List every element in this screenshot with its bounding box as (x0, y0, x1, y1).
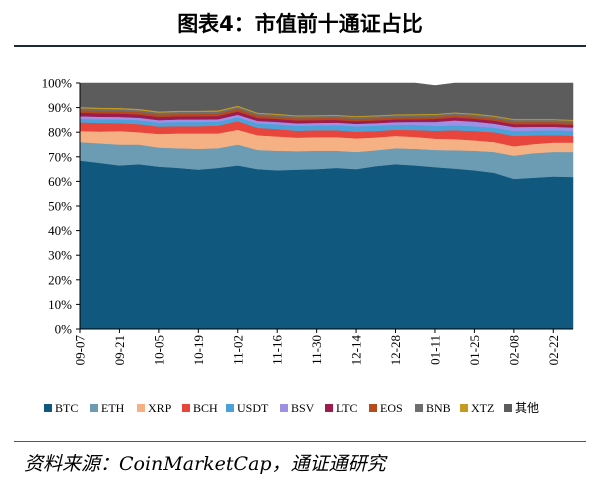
x-tick-label: 12-28 (388, 335, 403, 365)
y-tick-label: 100% (42, 76, 73, 91)
legend-item-xtz: XTZ (460, 401, 494, 415)
legend-swatch (182, 404, 190, 412)
legend-label: BSV (291, 401, 315, 415)
legend-swatch (415, 404, 423, 412)
legend-label: BTC (55, 401, 78, 415)
y-tick-label: 30% (48, 248, 72, 263)
x-tick-label: 10-19 (191, 335, 206, 365)
x-tick-label: 02-08 (506, 335, 521, 365)
x-tick-label: 11-30 (309, 335, 324, 365)
legend-swatch (90, 404, 98, 412)
legend-item-btc: BTC (44, 401, 78, 415)
stacked-area-chart: 0% 10% 20% 30% 40% 50% 60% 70% 80% 90% 100% 09-07 09… (42, 76, 574, 415)
legend-swatch (325, 404, 333, 412)
legend-item-ltc: LTC (325, 401, 358, 415)
x-tick-label: 12-14 (349, 335, 364, 366)
area-layers (79, 82, 574, 330)
legend-item-bsv: BSV (280, 401, 315, 415)
x-tick-label: 01-25 (467, 335, 482, 365)
legend-item-eth: ETH (90, 401, 125, 415)
chart-legend: BTC ETH XRP BCH USDT BSV LTC EOS BNB XTZ 其他 (44, 401, 539, 415)
y-tick-label: 70% (48, 149, 72, 164)
y-tick-label: 0% (55, 322, 73, 337)
legend-label: BNB (426, 401, 451, 415)
legend-item-usdt: USDT (226, 401, 269, 415)
source-note: 资料来源：CoinMarketCap，通证通研究 (24, 453, 386, 475)
legend-swatch (137, 404, 145, 412)
legend-label: USDT (237, 401, 269, 415)
y-tick-label: 20% (48, 272, 72, 287)
legend-item-bnb: BNB (415, 401, 451, 415)
legend-item-eos: EOS (369, 401, 403, 415)
x-tick-label: 09-21 (112, 335, 127, 365)
legend-swatch (504, 404, 512, 412)
y-tick-label: 60% (48, 174, 72, 189)
legend-label: XRP (148, 401, 172, 415)
legend-swatch (369, 404, 377, 412)
legend-swatch (44, 404, 52, 412)
legend-label: BCH (193, 401, 218, 415)
title-rule (14, 45, 586, 47)
legend-swatch (460, 404, 468, 412)
legend-label: EOS (380, 401, 403, 415)
legend-label: 其他 (515, 401, 539, 415)
legend-label: XTZ (471, 401, 494, 415)
x-tick-label: 11-16 (270, 335, 285, 365)
y-tick-label: 80% (48, 125, 72, 140)
x-tick-label: 09-07 (73, 335, 88, 366)
chart-title: 图表4：市值前十通证占比 (177, 12, 423, 36)
chart-axes: 0% 10% 20% 30% 40% 50% 60% 70% 80% 90% 100% 09-07 09… (42, 76, 573, 366)
legend-label: ETH (101, 401, 125, 415)
x-tick-label: 01-11 (427, 335, 442, 365)
legend-swatch (226, 404, 234, 412)
y-tick-label: 90% (48, 100, 72, 115)
legend-label: LTC (336, 401, 358, 415)
legend-item-other: 其他 (504, 401, 539, 415)
x-tick-label: 11-02 (230, 335, 245, 365)
legend-swatch (280, 404, 288, 412)
y-tick-label: 10% (48, 297, 72, 312)
legend-item-bch: BCH (182, 401, 218, 415)
source-rule (14, 441, 586, 442)
x-tick-label: 10-05 (151, 335, 166, 365)
y-tick-label: 50% (48, 199, 72, 214)
y-tick-label: 40% (48, 223, 72, 238)
legend-item-xrp: XRP (137, 401, 172, 415)
area-other (79, 82, 574, 120)
x-tick-label: 02-22 (546, 335, 561, 365)
area-btc (79, 160, 574, 330)
